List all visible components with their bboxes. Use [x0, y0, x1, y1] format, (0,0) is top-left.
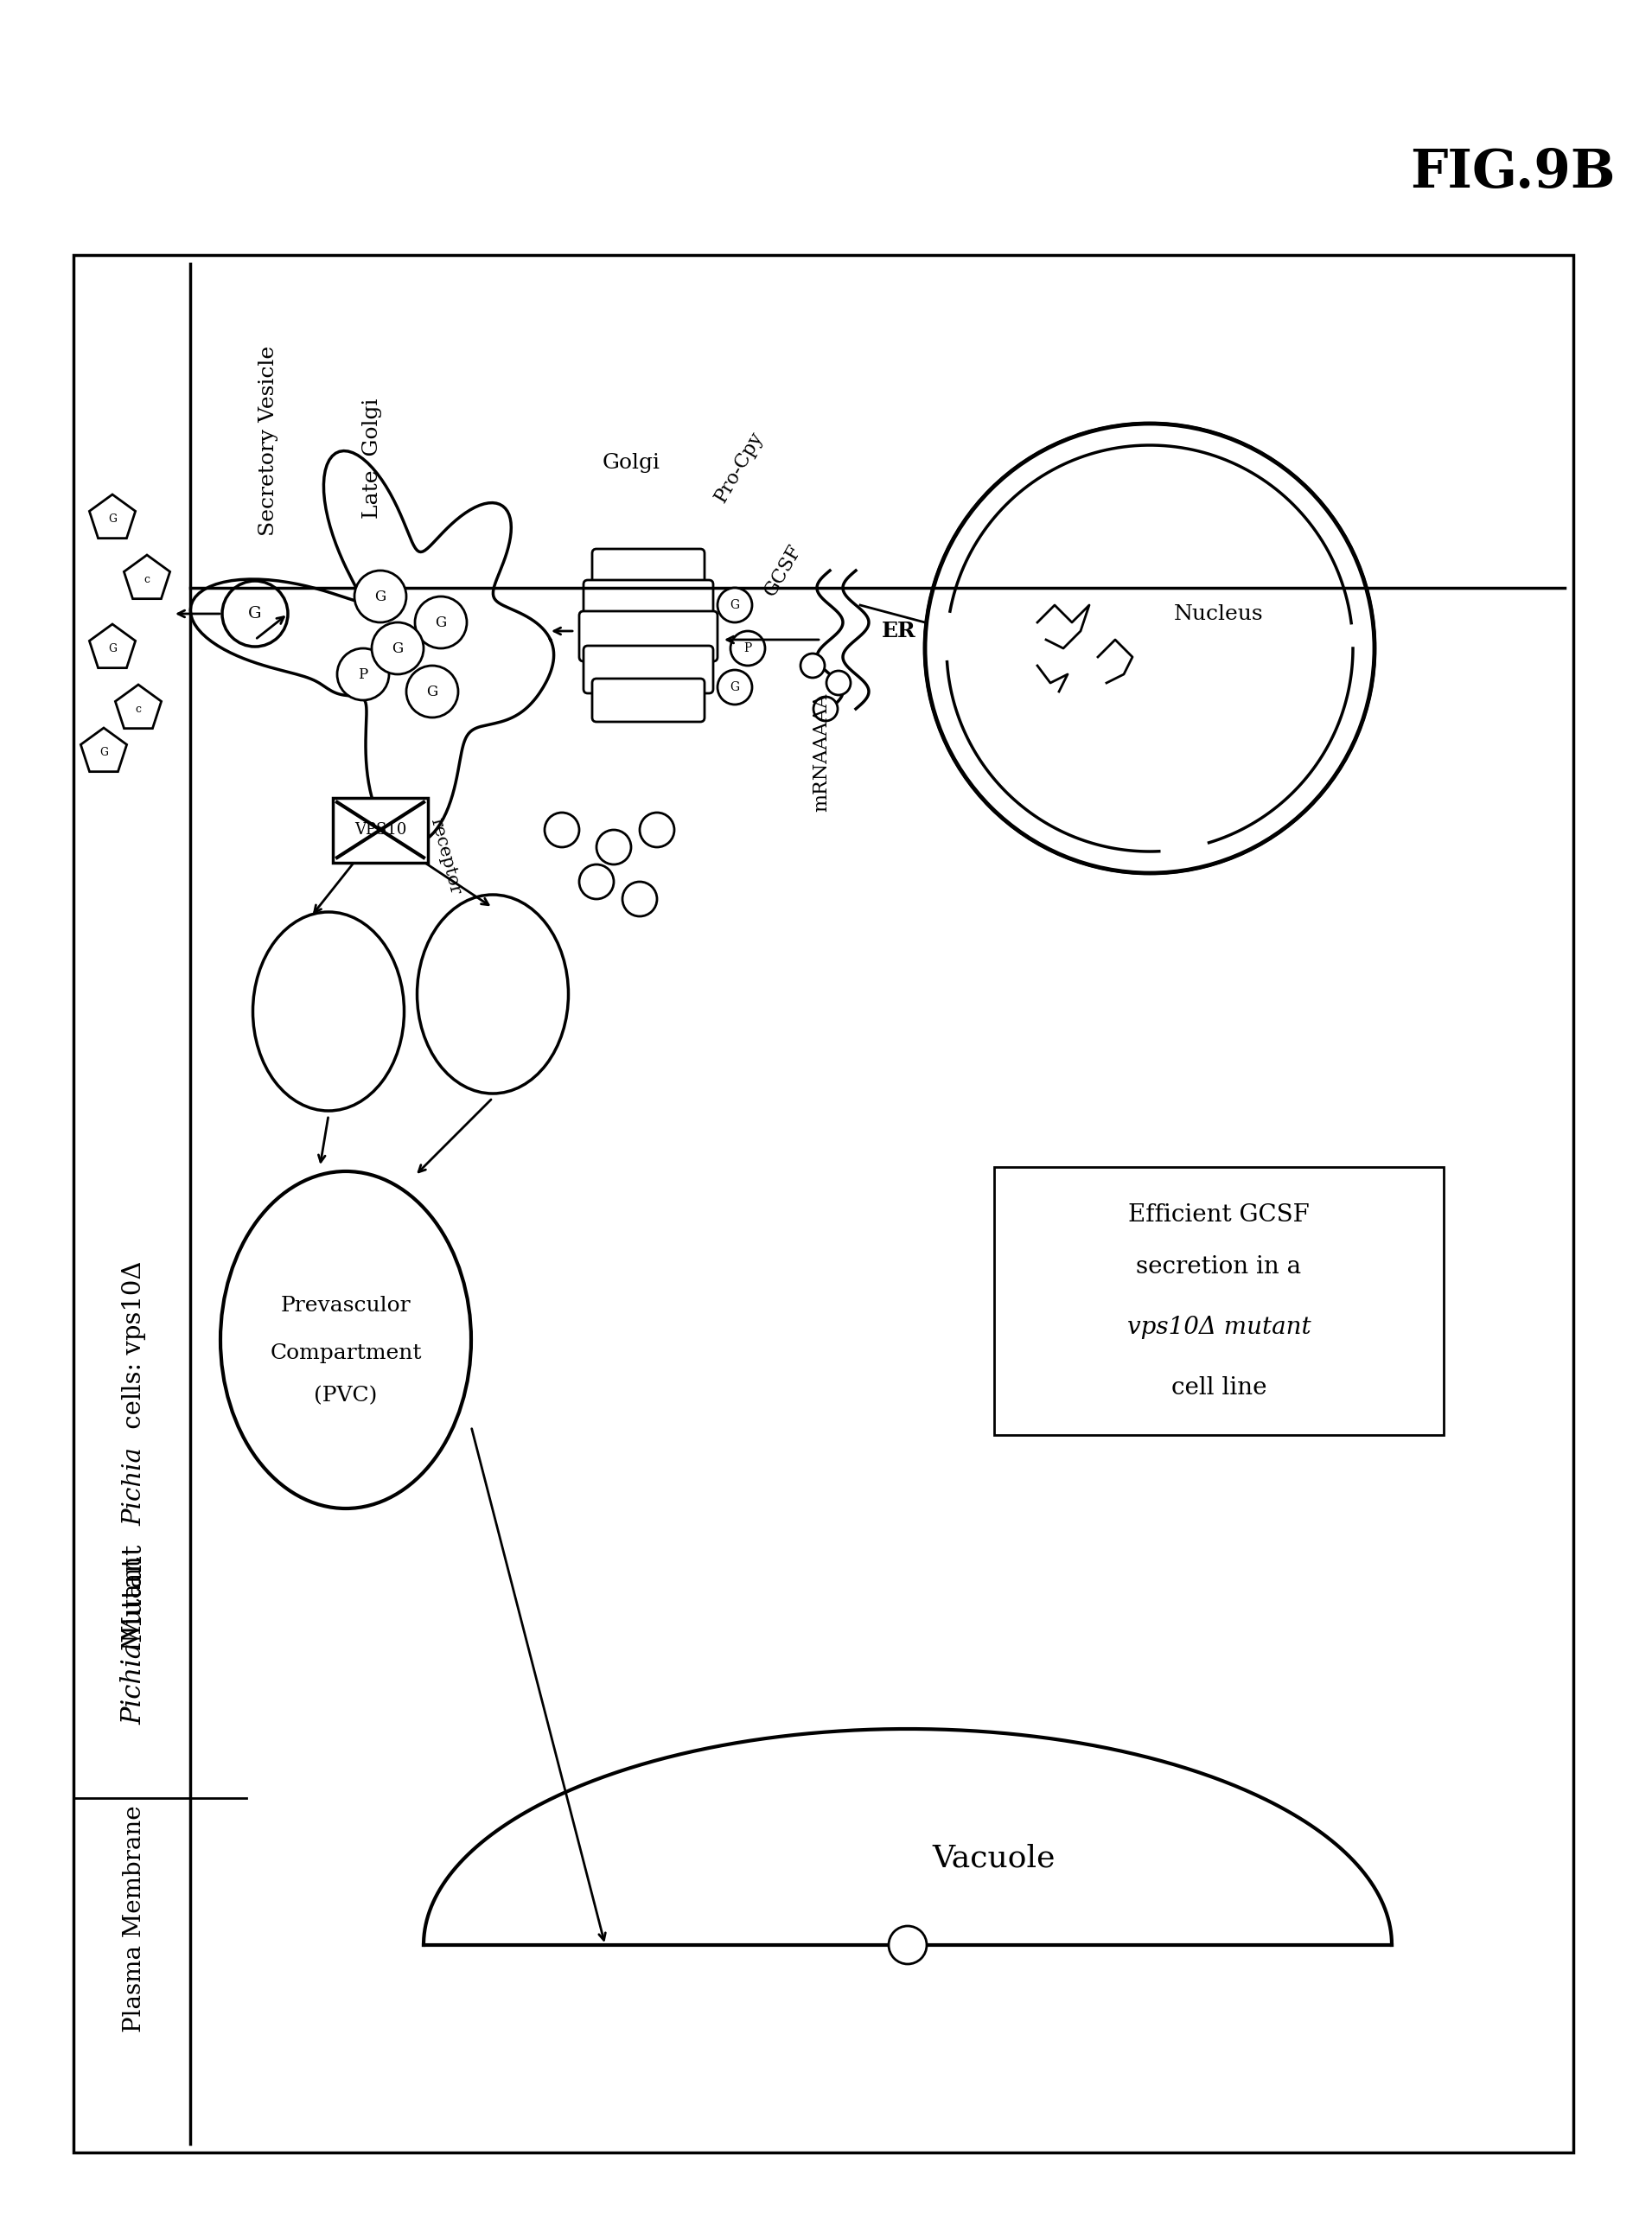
- Text: secretion in a: secretion in a: [1137, 1255, 1302, 1279]
- Circle shape: [406, 666, 458, 717]
- Circle shape: [730, 631, 765, 666]
- Text: Prevasculor: Prevasculor: [281, 1295, 411, 1315]
- Text: Mutant: Mutant: [122, 1549, 145, 1651]
- Circle shape: [337, 648, 388, 699]
- Circle shape: [596, 830, 631, 865]
- Circle shape: [355, 571, 406, 622]
- Text: GCSF: GCSF: [760, 542, 806, 600]
- Ellipse shape: [220, 1171, 471, 1509]
- Bar: [995, 1166, 1444, 1434]
- Circle shape: [801, 653, 824, 677]
- Text: Golgi: Golgi: [601, 451, 661, 471]
- Polygon shape: [423, 1728, 1391, 1945]
- Text: Secretory Vesicle: Secretory Vesicle: [258, 345, 278, 536]
- Text: Compartment: Compartment: [269, 1343, 421, 1363]
- Polygon shape: [89, 493, 135, 538]
- Polygon shape: [190, 451, 553, 845]
- Text: Pro-Cpy: Pro-Cpy: [712, 427, 767, 505]
- Text: G: G: [375, 589, 387, 604]
- Circle shape: [372, 622, 423, 675]
- Text: G: G: [248, 606, 261, 622]
- Text: Pichia: Pichia: [122, 1447, 145, 1527]
- Text: P: P: [358, 666, 368, 682]
- Polygon shape: [124, 555, 170, 600]
- Text: G: G: [99, 746, 107, 757]
- FancyBboxPatch shape: [583, 580, 714, 628]
- Text: Plasma Membrane: Plasma Membrane: [122, 1806, 145, 2032]
- Text: G: G: [434, 615, 446, 631]
- Circle shape: [415, 598, 468, 648]
- Text: mRNAAAAA: mRNAAAAA: [811, 693, 831, 812]
- FancyBboxPatch shape: [583, 646, 714, 693]
- Text: Nucleus: Nucleus: [1175, 604, 1264, 624]
- Circle shape: [826, 671, 851, 695]
- Text: G: G: [392, 642, 403, 655]
- Text: ER: ER: [882, 620, 917, 642]
- Text: P: P: [743, 642, 752, 655]
- Text: receptor: receptor: [428, 817, 463, 896]
- Text: c: c: [135, 704, 142, 715]
- FancyBboxPatch shape: [591, 679, 704, 721]
- FancyBboxPatch shape: [580, 611, 717, 662]
- Circle shape: [545, 812, 580, 848]
- Polygon shape: [116, 684, 162, 728]
- Text: Vacuole: Vacuole: [932, 1843, 1056, 1872]
- Circle shape: [717, 589, 752, 622]
- Bar: [332, 799, 428, 863]
- Ellipse shape: [416, 894, 568, 1093]
- Circle shape: [889, 1925, 927, 1965]
- Text: Mutant: Mutant: [121, 1527, 147, 1642]
- Polygon shape: [81, 728, 127, 772]
- Circle shape: [623, 881, 657, 916]
- Text: vps10Δ mutant: vps10Δ mutant: [1127, 1315, 1310, 1339]
- Text: Late  Golgi: Late Golgi: [362, 398, 382, 518]
- Bar: [73, 254, 1573, 2153]
- Text: (PVC): (PVC): [314, 1385, 378, 1405]
- Text: G: G: [426, 684, 438, 699]
- Circle shape: [580, 865, 615, 898]
- Circle shape: [813, 697, 838, 721]
- FancyBboxPatch shape: [591, 549, 704, 593]
- Circle shape: [221, 580, 287, 646]
- Text: VPS10: VPS10: [354, 821, 406, 839]
- Ellipse shape: [253, 912, 405, 1111]
- Circle shape: [639, 812, 674, 848]
- Text: Efficient GCSF: Efficient GCSF: [1128, 1204, 1310, 1226]
- Text: Pichia: Pichia: [121, 1642, 147, 1724]
- Text: cells: vps10Δ: cells: vps10Δ: [122, 1261, 145, 1436]
- Text: G: G: [107, 513, 117, 524]
- Text: G: G: [730, 682, 740, 693]
- Polygon shape: [89, 624, 135, 668]
- Text: cell line: cell line: [1171, 1376, 1267, 1399]
- Text: G: G: [730, 600, 740, 611]
- Circle shape: [925, 423, 1374, 874]
- Text: G: G: [107, 642, 117, 655]
- Text: FIG.9B: FIG.9B: [1411, 146, 1616, 199]
- Text: c: c: [144, 573, 150, 584]
- Circle shape: [717, 671, 752, 704]
- Circle shape: [925, 423, 1374, 874]
